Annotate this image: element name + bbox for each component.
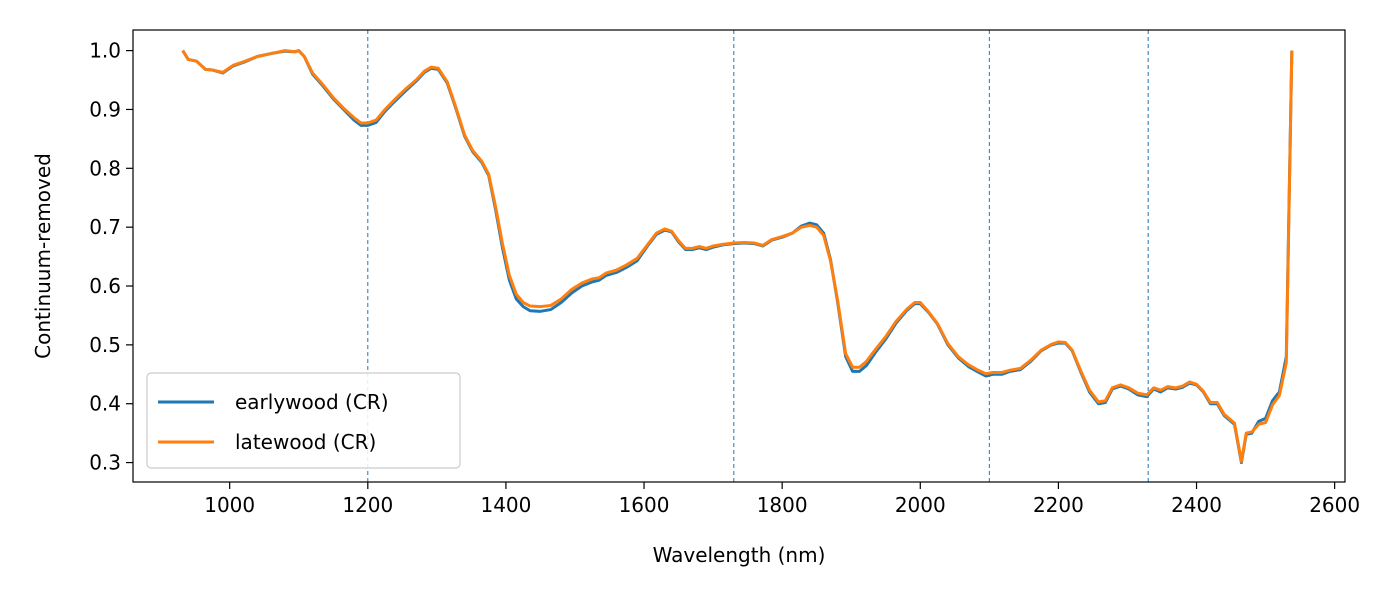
x-tick-label: 2600 <box>1309 493 1360 517</box>
series-line-1 <box>181 49 1294 463</box>
plot-frame <box>132 29 1346 483</box>
y-tick-label: 1.0 <box>89 39 121 63</box>
y-tick-label: 0.6 <box>89 274 121 298</box>
x-axis-label: Wavelength (nm) <box>653 543 826 567</box>
y-tick-label: 0.7 <box>89 215 121 239</box>
x-tick-label: 1600 <box>619 493 670 517</box>
legend: earlywood (CR) latewood (CR) <box>146 372 461 469</box>
legend-box <box>146 372 461 469</box>
y-tick-label: 0.3 <box>89 451 121 475</box>
y-axis-label: Continuum-removed <box>31 153 55 359</box>
x-tick-label: 1800 <box>757 493 808 517</box>
series-lines <box>181 49 1294 465</box>
y-tick-label: 0.9 <box>89 97 121 121</box>
legend-label-earlywood: earlywood (CR) <box>235 390 389 414</box>
x-tick-label: 1000 <box>204 493 255 517</box>
x-tick-label: 1200 <box>342 493 393 517</box>
y-tick-label: 0.5 <box>89 333 121 357</box>
x-tick-label: 1400 <box>480 493 531 517</box>
y-axis-ticks: 0.3 0.4 0.5 0.6 0.7 0.8 0.9 1.0 <box>89 39 133 475</box>
y-tick-label: 0.4 <box>89 392 121 416</box>
x-tick-label: 2200 <box>1033 493 1084 517</box>
y-tick-label: 0.8 <box>89 156 121 180</box>
x-tick-label: 2400 <box>1171 493 1222 517</box>
reference-lines <box>367 30 1149 482</box>
legend-label-latewood: latewood (CR) <box>235 430 376 454</box>
x-tick-label: 2000 <box>895 493 946 517</box>
x-axis-ticks: 1000 1200 1400 1600 1800 2000 2200 2400 2600 <box>204 482 1360 517</box>
